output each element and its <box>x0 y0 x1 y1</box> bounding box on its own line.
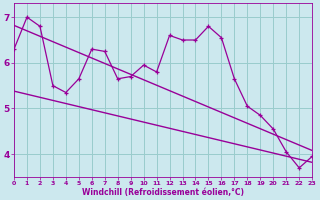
X-axis label: Windchill (Refroidissement éolien,°C): Windchill (Refroidissement éolien,°C) <box>82 188 244 197</box>
